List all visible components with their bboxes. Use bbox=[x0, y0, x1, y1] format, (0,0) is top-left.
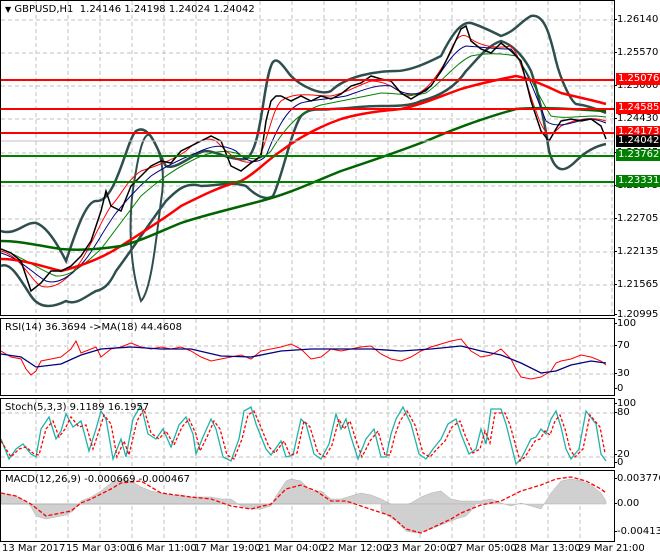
price-tick: 1.22135 bbox=[613, 246, 659, 257]
stochastic-axis: 100 80 20 0 bbox=[613, 398, 660, 468]
price-tick: 1.26140 bbox=[613, 14, 659, 25]
rsi-axis: 100 70 30 0 bbox=[613, 318, 660, 396]
time-label: 17 Mar 19:00 bbox=[194, 543, 261, 554]
stoch-tick: 80 bbox=[614, 407, 630, 418]
rsi-tick: 0 bbox=[613, 383, 624, 394]
stochastic-title: Stoch(5,3,3) 9.1189 16.1957 bbox=[5, 402, 150, 413]
price-tick: 1.25570 bbox=[613, 47, 659, 58]
macd-title: MACD(12,26,9) -0.000669 -0.000467 bbox=[5, 474, 190, 485]
macd-tick: 0.003776 bbox=[614, 473, 660, 484]
price-tick: 1.25000 bbox=[613, 80, 659, 91]
time-label: 21 Mar 04:00 bbox=[258, 543, 325, 554]
rsi-canvas bbox=[1, 319, 614, 395]
macd-tick: -0.004133 bbox=[613, 526, 660, 537]
stoch-tick: 0 bbox=[613, 457, 624, 468]
rsi-tick: 100 bbox=[613, 318, 637, 329]
price-tick: 1.21565 bbox=[613, 279, 659, 290]
macd-axis: 0.003776 0.00 -0.004133 bbox=[613, 470, 660, 542]
time-axis: 13 Mar 2017 15 Mar 03:00 16 Mar 11:00 17… bbox=[0, 541, 660, 560]
time-label: 16 Mar 11:00 bbox=[130, 543, 197, 554]
rsi-panel[interactable]: RSI(14) 36.3694 ->MA(18) 44.4608 bbox=[0, 318, 615, 396]
price-axis: 1.26140 1.25570 1.25000 1.24430 1.23845 … bbox=[613, 0, 660, 320]
rsi-tick: 30 bbox=[614, 368, 630, 379]
symbol-label: GBPUSD,H1 bbox=[14, 4, 74, 15]
support-level-label: 1.23331 bbox=[616, 175, 660, 187]
time-label: 28 Mar 13:00 bbox=[514, 543, 581, 554]
stochastic-panel[interactable]: Stoch(5,3,3) 9.1189 16.1957 bbox=[0, 398, 615, 468]
macd-tick: 0.00 bbox=[613, 498, 640, 509]
time-label: 22 Mar 12:00 bbox=[322, 543, 389, 554]
time-label: 27 Mar 05:00 bbox=[450, 543, 517, 554]
ohlc-values: 1.24146 1.24198 1.24024 1.24042 bbox=[79, 4, 255, 15]
price-tick: 1.20995 bbox=[613, 309, 659, 320]
time-label: 29 Mar 21:00 bbox=[578, 543, 645, 554]
stoch-tick: 20 bbox=[614, 449, 630, 460]
price-tick: 1.22705 bbox=[613, 213, 659, 224]
time-label: 15 Mar 03:00 bbox=[66, 543, 133, 554]
support-level-label: 1.23762 bbox=[616, 149, 660, 161]
macd-canvas bbox=[1, 471, 607, 541]
stoch-tick: 100 bbox=[613, 398, 637, 409]
time-label: 13 Mar 2017 bbox=[2, 543, 66, 554]
rsi-tick: 70 bbox=[614, 340, 630, 351]
macd-panel[interactable]: MACD(12,26,9) -0.000669 -0.000467 bbox=[0, 470, 615, 542]
triangle-down-icon[interactable]: ▼ bbox=[5, 5, 12, 14]
rsi-title: RSI(14) 36.3694 ->MA(18) 44.4608 bbox=[5, 322, 182, 333]
time-label: 23 Mar 20:00 bbox=[386, 543, 453, 554]
price-chart-canvas bbox=[1, 1, 614, 315]
stochastic-canvas bbox=[1, 399, 614, 467]
price-tick: 1.24430 bbox=[613, 113, 659, 124]
price-chart-panel[interactable]: ▼ GBPUSD,H1 1.24146 1.24198 1.24024 1.24… bbox=[0, 0, 615, 316]
current-price-label: 1.24042 bbox=[616, 135, 660, 147]
resistance-level-label: 1.24585 bbox=[616, 102, 660, 114]
chart-header: ▼ GBPUSD,H1 1.24146 1.24198 1.24024 1.24… bbox=[5, 4, 255, 15]
resistance-level-label: 1.25076 bbox=[616, 73, 660, 85]
